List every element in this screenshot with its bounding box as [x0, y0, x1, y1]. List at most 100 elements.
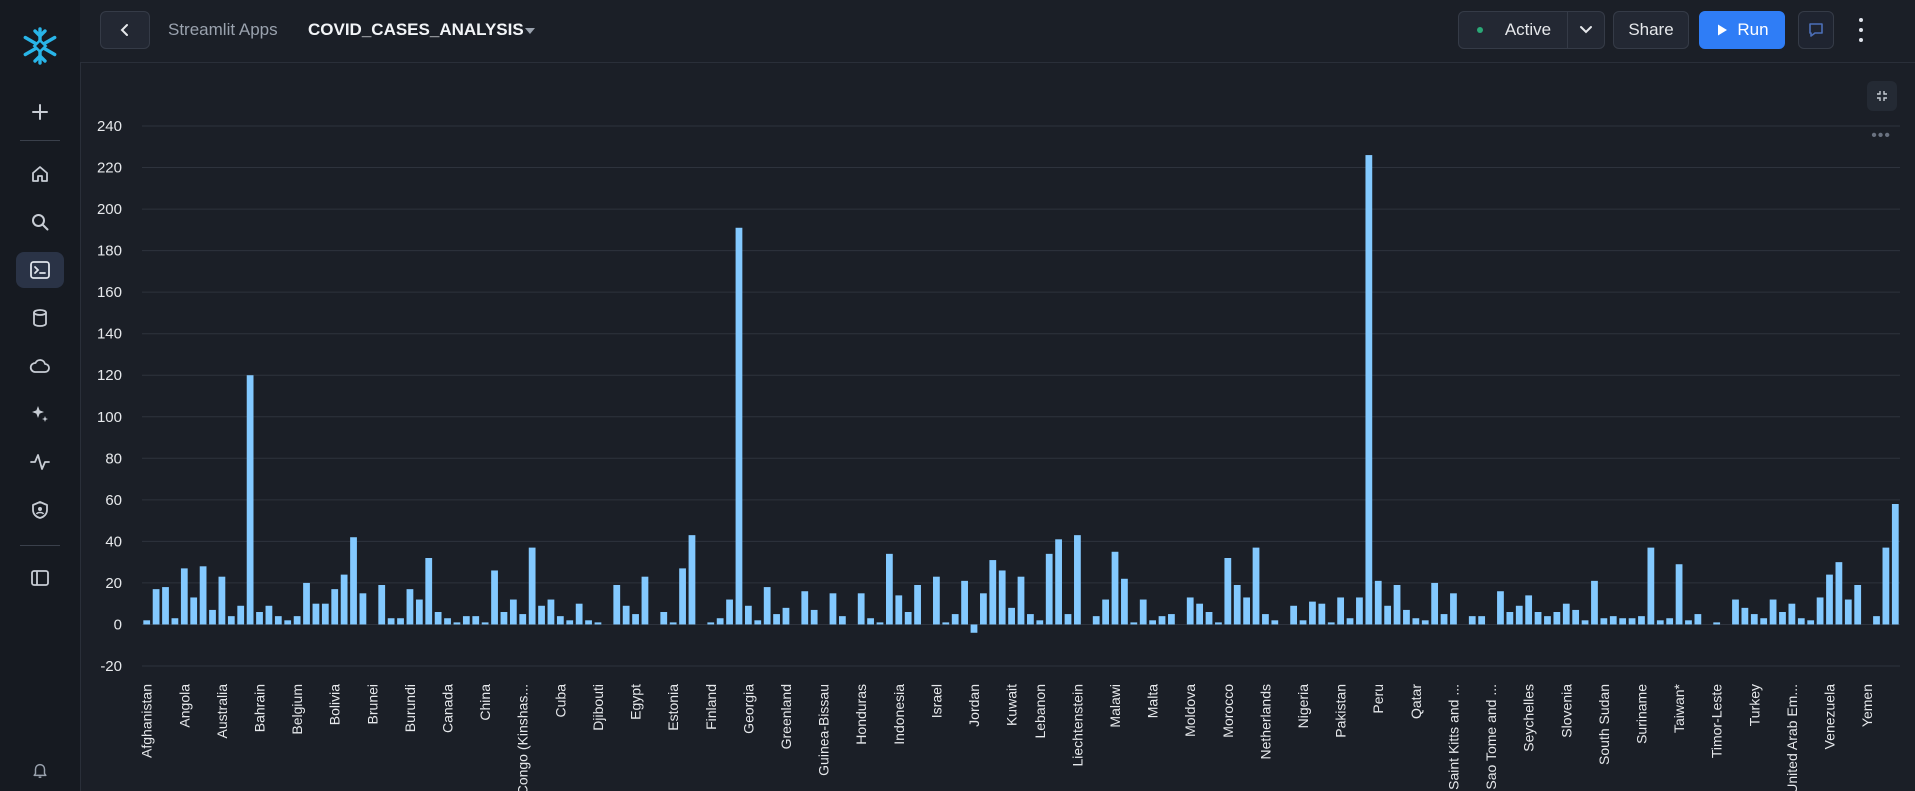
bar[interactable]: [1374, 580, 1382, 625]
status-menu-button[interactable]: [1567, 11, 1605, 49]
bar[interactable]: [998, 570, 1006, 625]
bar[interactable]: [387, 618, 395, 625]
bar[interactable]: [585, 620, 592, 625]
breadcrumb-parent[interactable]: Streamlit Apps: [168, 20, 278, 39]
bar[interactable]: [481, 622, 489, 625]
bar[interactable]: [1027, 614, 1034, 625]
bar[interactable]: [312, 603, 320, 625]
bar[interactable]: [256, 612, 263, 625]
bar[interactable]: [237, 605, 245, 625]
bar[interactable]: [453, 622, 461, 625]
bar[interactable]: [801, 591, 809, 625]
bar[interactable]: [199, 566, 207, 625]
bar[interactable]: [707, 622, 715, 625]
bar[interactable]: [227, 616, 235, 625]
bar[interactable]: [904, 612, 912, 625]
bar[interactable]: [1158, 616, 1166, 625]
bar[interactable]: [1130, 622, 1138, 625]
monitoring-icon[interactable]: [16, 444, 64, 480]
bar[interactable]: [434, 612, 442, 625]
bar[interactable]: [143, 620, 151, 625]
bar[interactable]: [1252, 547, 1260, 625]
bar[interactable]: [961, 580, 968, 625]
bar[interactable]: [1403, 609, 1410, 625]
bar[interactable]: [773, 614, 780, 625]
status-button[interactable]: Active: [1458, 11, 1570, 49]
bar[interactable]: [1233, 585, 1241, 625]
bar[interactable]: [1647, 547, 1655, 625]
bar[interactable]: [1365, 155, 1373, 625]
bar[interactable]: [1769, 599, 1777, 625]
bar[interactable]: [1553, 612, 1561, 625]
bar[interactable]: [669, 622, 677, 625]
bar[interactable]: [735, 227, 743, 625]
bar[interactable]: [895, 595, 903, 625]
data-icon[interactable]: [16, 300, 64, 336]
admin-icon[interactable]: [16, 492, 64, 528]
bar[interactable]: [688, 535, 696, 625]
bar[interactable]: [1506, 612, 1514, 625]
bar[interactable]: [632, 614, 639, 625]
bar[interactable]: [1732, 599, 1739, 625]
bar[interactable]: [1835, 562, 1843, 625]
bar[interactable]: [1600, 618, 1608, 625]
bar[interactable]: [1609, 616, 1617, 625]
bar[interactable]: [1309, 601, 1316, 625]
bar[interactable]: [989, 560, 997, 625]
bar[interactable]: [1092, 616, 1100, 625]
bar[interactable]: [556, 616, 564, 625]
bar[interactable]: [1854, 585, 1862, 625]
bar[interactable]: [1713, 622, 1721, 625]
bar[interactable]: [265, 605, 273, 625]
bar[interactable]: [1045, 553, 1053, 625]
bar[interactable]: [293, 616, 301, 625]
bar[interactable]: [547, 599, 555, 625]
bar[interactable]: [876, 622, 884, 625]
bar[interactable]: [397, 618, 404, 625]
bar[interactable]: [190, 597, 198, 625]
bar[interactable]: [1675, 564, 1683, 625]
bar[interactable]: [1826, 574, 1833, 625]
bar[interactable]: [1215, 622, 1222, 625]
bar[interactable]: [1891, 504, 1899, 625]
bar[interactable]: [171, 618, 179, 625]
bar[interactable]: [1412, 618, 1420, 625]
bar[interactable]: [839, 616, 846, 625]
bar[interactable]: [509, 599, 517, 625]
panel-icon[interactable]: [16, 560, 64, 596]
bar[interactable]: [782, 607, 790, 625]
bar[interactable]: [303, 582, 310, 625]
bar[interactable]: [180, 568, 188, 625]
share-button[interactable]: Share: [1613, 11, 1689, 49]
bar[interactable]: [528, 547, 536, 625]
bar[interactable]: [1055, 539, 1062, 625]
bar[interactable]: [857, 593, 865, 625]
bar[interactable]: [444, 618, 451, 625]
bar[interactable]: [1111, 551, 1119, 625]
bar[interactable]: [942, 622, 950, 625]
bar[interactable]: [886, 553, 893, 625]
bar[interactable]: [162, 587, 169, 625]
chart-menu-icon[interactable]: •••: [1871, 127, 1891, 144]
bar[interactable]: [274, 616, 282, 625]
bar[interactable]: [1562, 603, 1570, 625]
bar[interactable]: [1186, 597, 1194, 625]
bar[interactable]: [1346, 618, 1354, 625]
bar[interactable]: [331, 589, 339, 625]
bar[interactable]: [951, 614, 959, 625]
bar[interactable]: [500, 612, 508, 625]
bar[interactable]: [726, 599, 733, 625]
bar[interactable]: [1384, 605, 1392, 625]
caret-down-icon[interactable]: [524, 27, 536, 35]
bar[interactable]: [613, 585, 621, 625]
bar[interactable]: [1139, 599, 1147, 625]
bar[interactable]: [829, 593, 837, 625]
bar[interactable]: [1168, 614, 1175, 625]
bar[interactable]: [406, 589, 414, 625]
bar[interactable]: [1102, 599, 1109, 625]
bar[interactable]: [1149, 620, 1156, 625]
bar[interactable]: [519, 614, 527, 625]
bar[interactable]: [1327, 622, 1335, 625]
bar[interactable]: [641, 576, 649, 625]
bar[interactable]: [1271, 620, 1279, 625]
